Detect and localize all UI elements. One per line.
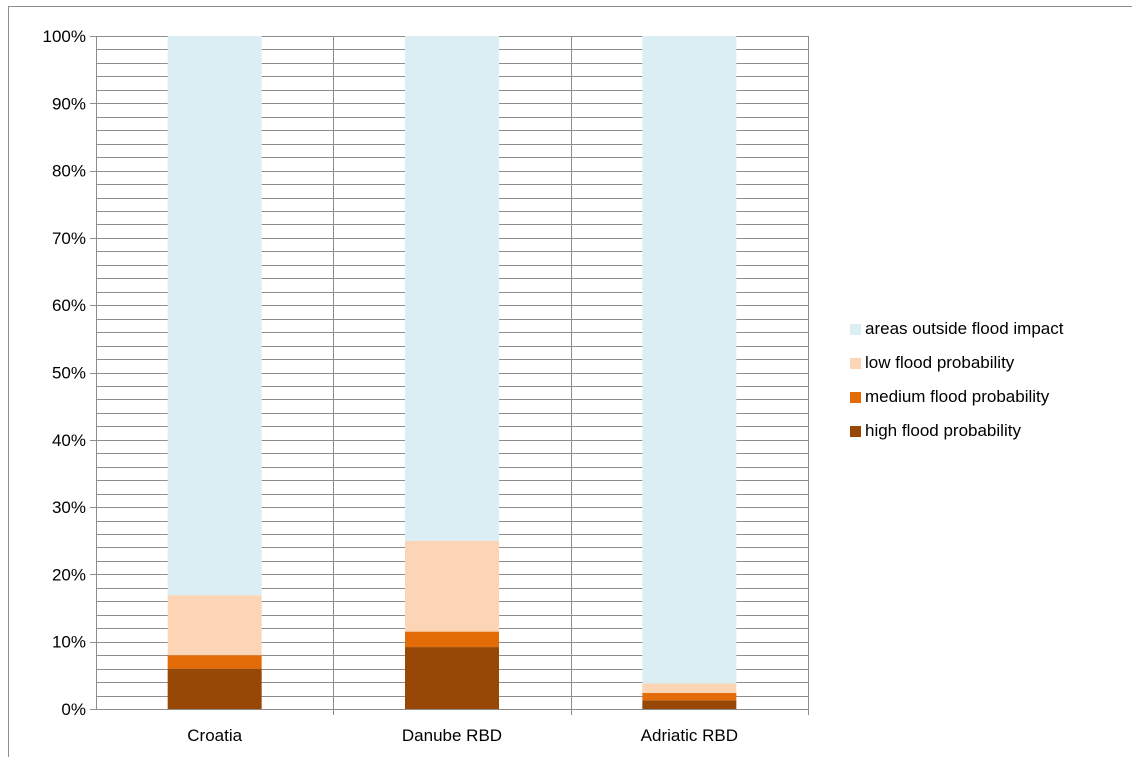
y-tick-label: 90% (52, 94, 86, 113)
bar-segment (167, 36, 262, 596)
x-tick-label: Danube RBD (402, 726, 502, 745)
bar-segment (642, 700, 737, 709)
bar-segment (167, 595, 262, 656)
bars (167, 36, 737, 709)
bar-segment (405, 36, 499, 541)
legend-label: low flood probability (865, 353, 1015, 372)
bar-segment (167, 655, 262, 669)
legend-swatch (850, 357, 861, 369)
y-tick-label: 50% (52, 364, 86, 383)
y-tick-label: 100% (43, 27, 86, 46)
y-tick-label: 30% (52, 498, 86, 517)
legend-label: areas outside flood impact (865, 319, 1064, 338)
y-tick-label: 0% (61, 700, 86, 719)
axes (90, 36, 808, 710)
x-tick-label: Croatia (187, 726, 242, 745)
legend-item: high flood probability (850, 414, 1063, 448)
legend-swatch (850, 425, 861, 437)
legend-item: low flood probability (850, 346, 1063, 380)
legend-label: medium flood probability (865, 387, 1050, 406)
bar-segment (642, 683, 737, 693)
legend-swatch (850, 323, 861, 335)
bar-segment (405, 631, 499, 648)
bar-segment (642, 692, 737, 701)
y-tick-label: 70% (52, 229, 86, 248)
legend: areas outside flood impact low flood prob… (850, 312, 1063, 448)
x-tick-label: Adriatic RBD (641, 726, 738, 745)
legend-item: medium flood probability (850, 380, 1063, 414)
axis-labels: 0% 10% 20% 30% 40% 50% 60% 70% 80% 90% 100% Croatia… (43, 27, 738, 745)
y-tick-label: 20% (52, 565, 86, 584)
bar-segment (642, 36, 737, 684)
y-tick-label: 10% (52, 633, 86, 652)
bar-segment (405, 647, 499, 709)
y-tick-label: 80% (52, 162, 86, 181)
y-tick-label: 40% (52, 431, 86, 450)
y-tick-label: 60% (52, 296, 86, 315)
legend-label: high flood probability (865, 421, 1021, 440)
bar-segment (167, 668, 262, 709)
chart-frame (8, 6, 1132, 757)
legend-item: areas outside flood impact (850, 312, 1063, 346)
legend-swatch (850, 391, 861, 403)
bar-segment (405, 540, 499, 632)
